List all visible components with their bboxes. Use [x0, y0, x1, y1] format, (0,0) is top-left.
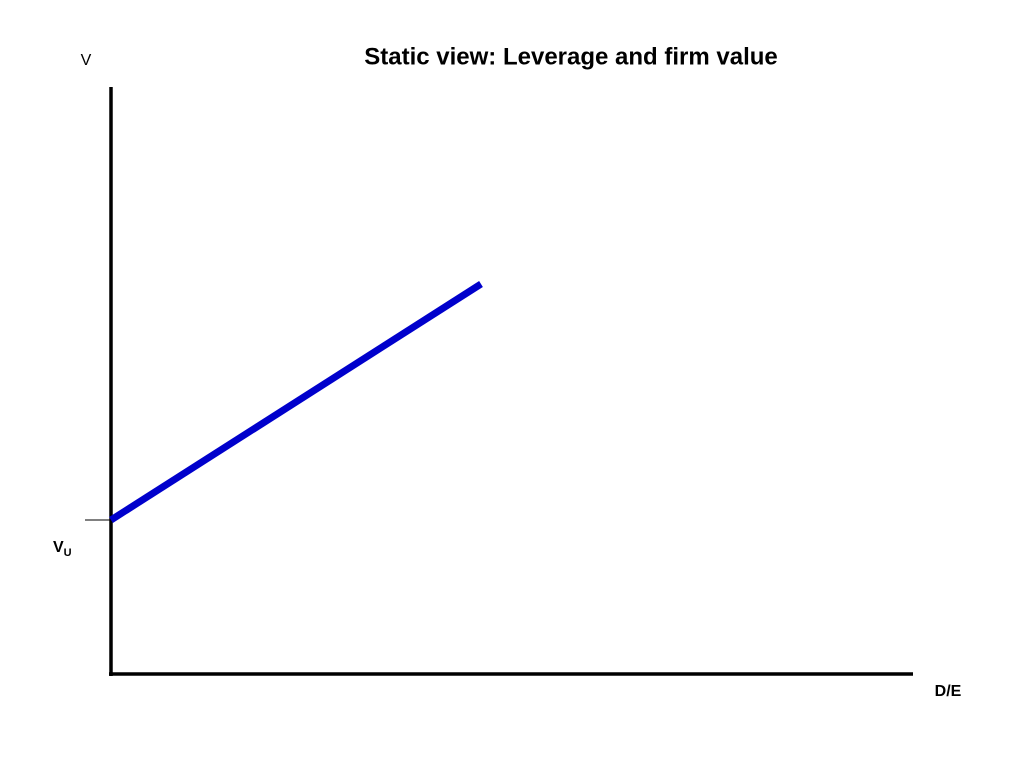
vu-main: V — [53, 539, 64, 556]
vu-subscript: U — [64, 547, 72, 559]
vu-label: VU — [53, 539, 72, 559]
y-axis-label: V — [81, 52, 92, 69]
value-line — [109, 281, 483, 523]
title: Static view: Leverage and firm value — [364, 43, 778, 70]
x-axis-label: D/E — [935, 683, 962, 700]
